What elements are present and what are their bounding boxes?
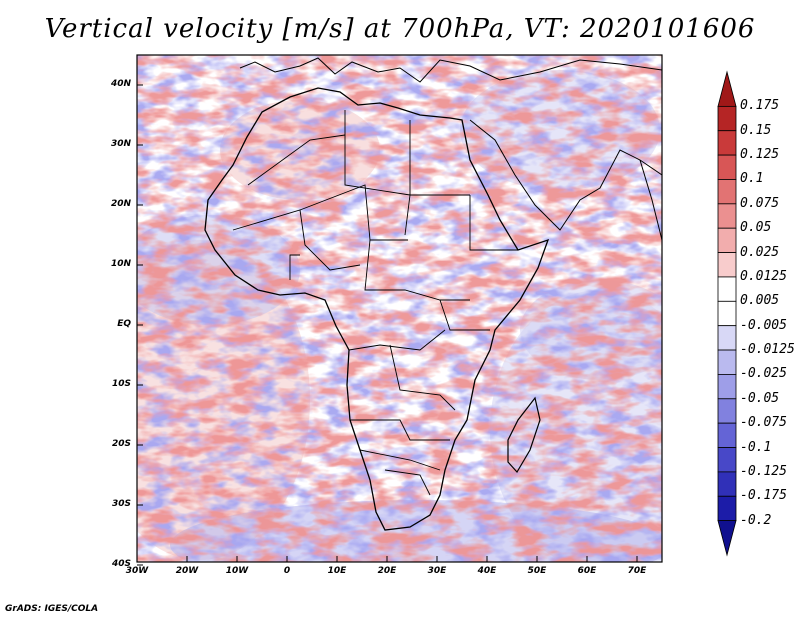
arabia-coastline: [469, 119, 662, 231]
colorbar-label: -0.075: [740, 415, 787, 431]
colorbar-swatch: [717, 471, 737, 497]
colorbar-swatch: [717, 276, 737, 302]
colorbar-label: -0.005: [740, 317, 787, 333]
colorbar-swatch: [717, 447, 737, 473]
colorbar-swatch: [717, 70, 737, 107]
colorbar-label: -0.025: [740, 366, 787, 382]
map-frame: [136, 54, 663, 563]
colorbar-swatch: [717, 495, 737, 522]
colorbar-swatch: [717, 203, 737, 229]
lon-label: 0: [283, 566, 291, 576]
colorbar-label: -0.0125: [740, 342, 795, 358]
colorbar-swatch: [717, 300, 737, 327]
colorbar: [717, 70, 737, 557]
colorbar-label: 0.075: [740, 195, 780, 211]
colorbar-label: 0.15: [740, 122, 772, 138]
colorbar-label: 0.125: [740, 147, 780, 163]
africa-coastline: [204, 87, 550, 531]
colorbar-swatch: [717, 520, 737, 557]
lat-label: 30S: [111, 499, 131, 509]
lon-label: 40E: [477, 566, 497, 576]
lon-label: 70E: [627, 566, 647, 576]
colorbar-swatch: [717, 422, 737, 448]
colorbar-label: 0.1: [740, 171, 764, 187]
europe-coastline: [239, 57, 662, 83]
lon-label: 20E: [377, 566, 397, 576]
country-borders: [232, 110, 518, 496]
colorbar-label: -0.2: [740, 512, 772, 528]
colorbar-swatch: [717, 374, 737, 400]
madagascar-coastline: [507, 396, 541, 474]
colorbar-swatch: [717, 252, 737, 278]
lon-label: 30W: [125, 566, 149, 576]
colorbar-label: 0.05: [740, 220, 772, 236]
chart-title: Vertical velocity [m/s] at 700hPa, VT: 2…: [44, 14, 756, 44]
colorbar-label: 0.025: [740, 244, 780, 260]
map-plot-area: [137, 55, 662, 562]
colorbar-swatch: [717, 398, 737, 424]
axis-ticks: [136, 84, 638, 566]
colorbar-swatch: [717, 349, 737, 375]
lon-label: 30E: [427, 566, 447, 576]
colorbar-swatch: [717, 227, 737, 253]
lon-label: 20W: [175, 566, 199, 576]
colorbar-label: -0.05: [740, 390, 780, 406]
lon-label: 10W: [225, 566, 249, 576]
lat-label: 40N: [110, 79, 131, 89]
colorbar-swatch: [717, 325, 737, 351]
colorbar-swatch: [717, 130, 737, 156]
lat-label: 10S: [111, 379, 131, 389]
grads-credit: GrADS: IGES/COLA: [5, 604, 99, 614]
lon-label: 10E: [327, 566, 347, 576]
colorbar-label: 0.175: [740, 98, 780, 114]
colorbar-label: -0.125: [740, 463, 787, 479]
lat-label: 10N: [110, 259, 131, 269]
india-coastline: [639, 159, 662, 241]
colorbar-label: 0.0125: [740, 268, 787, 284]
colorbar-label: -0.175: [740, 488, 787, 504]
lat-label: 20S: [111, 439, 131, 449]
lat-label: EQ: [117, 319, 131, 329]
colorbar-swatch: [717, 154, 737, 180]
colorbar-label: 0.005: [740, 293, 780, 309]
colorbar-label: -0.1: [740, 439, 772, 455]
lon-label: 50E: [527, 566, 547, 576]
lat-label: 30N: [110, 139, 131, 149]
lon-label: 60E: [577, 566, 597, 576]
lat-label: 20N: [110, 199, 131, 209]
colorbar-swatch: [717, 179, 737, 205]
colorbar-swatch: [717, 105, 737, 132]
lat-label: 40S: [111, 559, 131, 569]
